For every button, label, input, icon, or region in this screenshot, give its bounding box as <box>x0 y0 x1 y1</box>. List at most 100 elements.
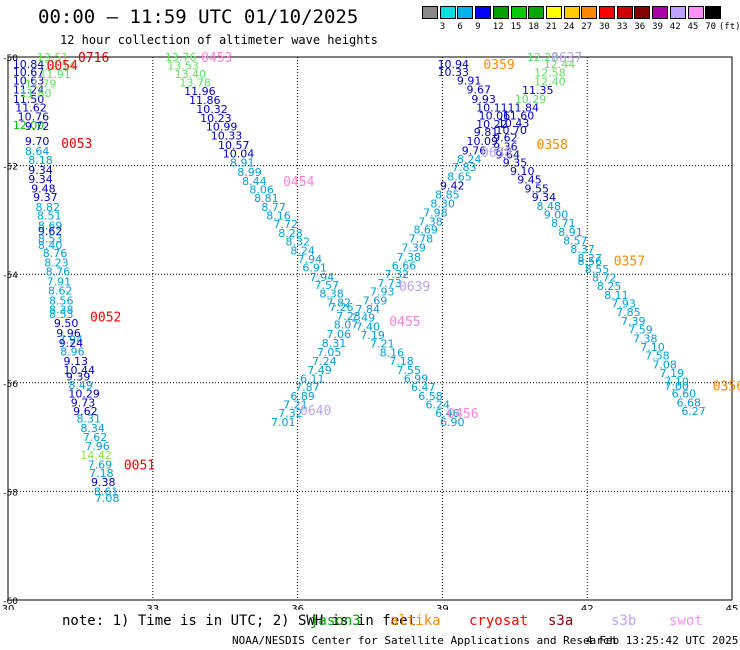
wave-height-label: 7.19 <box>660 367 685 380</box>
wave-height-label: 7.38 <box>418 216 443 229</box>
pass-time-label: 0359 <box>483 58 514 73</box>
wave-height-label: 8.51 <box>37 210 62 223</box>
satellite-legend-item: s3a <box>548 613 574 629</box>
wave-height-label: 7.69 <box>88 458 113 471</box>
wave-height-label: 13.76 <box>165 51 197 64</box>
wave-height-label: 7.91 <box>47 275 72 288</box>
wave-height-label: 7.93 <box>370 286 395 299</box>
wave-height-label: 9.55 <box>524 182 549 195</box>
color-swatch <box>563 6 580 19</box>
wave-height-label: 10.99 <box>206 121 238 134</box>
wave-height-label: 6.47 <box>411 381 436 394</box>
color-scale-label: 15 <box>510 22 522 32</box>
wave-height-label: 7.40 <box>356 320 381 333</box>
wave-height-label: 8.61 <box>94 485 119 498</box>
wave-height-label: 8.49 <box>68 379 93 392</box>
wave-height-label: 7.23 <box>336 310 361 323</box>
wave-height-label: 11.62 <box>15 101 46 114</box>
color-scale-label: 36 <box>634 22 646 32</box>
wave-height-label: 7.32 <box>384 268 409 281</box>
color-swatch <box>475 6 492 19</box>
wave-height-label: 8.30 <box>430 198 455 211</box>
wave-height-label: 8.81 <box>254 192 279 205</box>
wave-height-label: 7.18 <box>389 355 414 368</box>
color-scale-label: 18 <box>528 22 540 32</box>
wave-height-label: 7.93 <box>611 298 636 311</box>
wave-height-label: 8.69 <box>38 219 63 232</box>
wave-height-label: 11.24 <box>13 84 45 97</box>
wave-height-label: 7.94 <box>298 253 323 266</box>
color-scale-label: 9 <box>475 22 481 32</box>
color-swatch <box>616 6 633 19</box>
wave-height-label: 6.46 <box>435 407 460 420</box>
plot-frame <box>7 56 733 601</box>
pass-time-label: 0456 <box>447 407 478 422</box>
wave-height-label: 7.58 <box>645 350 670 363</box>
color-scale-label: 21 <box>545 22 557 32</box>
wave-height-label: 7.78 <box>409 232 434 245</box>
wave-height-label: 7.10 <box>664 376 689 389</box>
wave-height-label: 8.07 <box>334 319 359 332</box>
wave-height-label: 9.10 <box>510 165 535 178</box>
wave-height-label: 10.22 <box>476 118 508 131</box>
wave-height-label: 9.35 <box>503 156 528 169</box>
wave-height-label: 9.24 <box>59 337 84 350</box>
wave-height-label: 9.81 <box>474 126 499 139</box>
wave-height-label: 10.09 <box>467 135 499 148</box>
wave-height-label: 7.08 <box>652 358 677 371</box>
color-scale-label: 33 <box>616 22 628 32</box>
color-swatch <box>439 6 456 19</box>
wave-height-label: 8.85 <box>435 188 460 201</box>
wave-height-label: 10.04 <box>223 148 255 161</box>
wave-height-label: 7.24 <box>312 355 337 368</box>
y-tick-label: -58 <box>3 488 18 498</box>
wave-height-label: 10.94 <box>438 58 470 71</box>
wave-height-label: 8.25 <box>597 280 622 293</box>
wave-height-label: 11.91 <box>39 68 71 81</box>
wave-height-label: 9.36 <box>493 141 517 154</box>
wave-height-label: 8.16 <box>266 210 291 223</box>
wave-height-label: 7.85 <box>616 306 641 319</box>
wave-height-label: 9.62 <box>73 405 98 418</box>
wave-height-label: 8.31 <box>322 337 347 350</box>
wave-height-label: 8.06 <box>249 183 273 196</box>
wave-height-label: 9.37 <box>33 191 58 204</box>
wave-height-label: 6.24 <box>426 399 451 412</box>
wave-height-label: 10.06 <box>479 110 511 123</box>
wave-height-label: 11.86 <box>189 94 221 107</box>
wave-height-label: 10.76 <box>18 111 50 124</box>
wave-height-label: 12.27 <box>527 51 559 64</box>
wave-height-label: 9.48 <box>31 182 56 195</box>
color-swatch <box>510 6 527 19</box>
wave-height-label: 9.73 <box>71 396 96 409</box>
wave-height-label: 8.69 <box>413 224 438 237</box>
wave-height-label: 11.79 <box>25 78 57 91</box>
wave-height-plot: 30 33 36 39 42 45 -50 -52 -54 -56 -58 -60 10.8410.67… <box>2 51 740 610</box>
wave-height-label: 7.38 <box>633 332 658 345</box>
wave-height-label: 7.55 <box>397 364 422 377</box>
wave-height-label: 10.57 <box>218 139 250 152</box>
wave-height-label: 6.90 <box>440 416 465 429</box>
x-tick-label: 42 <box>581 604 594 610</box>
wave-height-label: 8.96 <box>60 345 85 358</box>
wave-height-label: 8.65 <box>447 170 472 183</box>
wave-height-label: 9.00 <box>544 208 569 221</box>
wave-height-label: 11.96 <box>184 85 216 98</box>
wave-height-label: 7.10 <box>640 341 665 354</box>
color-scale-label: 24 <box>563 22 575 32</box>
wave-height-label: 7.21 <box>370 338 395 351</box>
wave-height-label: 12.44 <box>544 58 576 71</box>
color-swatch <box>581 6 598 19</box>
wave-height-label: 8.56 <box>578 255 603 268</box>
wave-height-label: 8.38 <box>49 303 74 316</box>
color-scale-label: 39 <box>652 22 663 32</box>
wave-height-label: 9.96 <box>56 327 80 340</box>
wave-height-label: 7.57 <box>314 279 339 292</box>
wave-height-label: 7.08 <box>95 492 120 505</box>
color-swatch <box>528 6 545 19</box>
wave-height-label: 10.43 <box>498 117 530 130</box>
color-swatch <box>687 6 704 19</box>
wave-height-label: 7.84 <box>356 303 381 316</box>
pass-time-label: 0051 <box>124 458 155 473</box>
wave-height-label: 6.11 <box>300 372 325 385</box>
